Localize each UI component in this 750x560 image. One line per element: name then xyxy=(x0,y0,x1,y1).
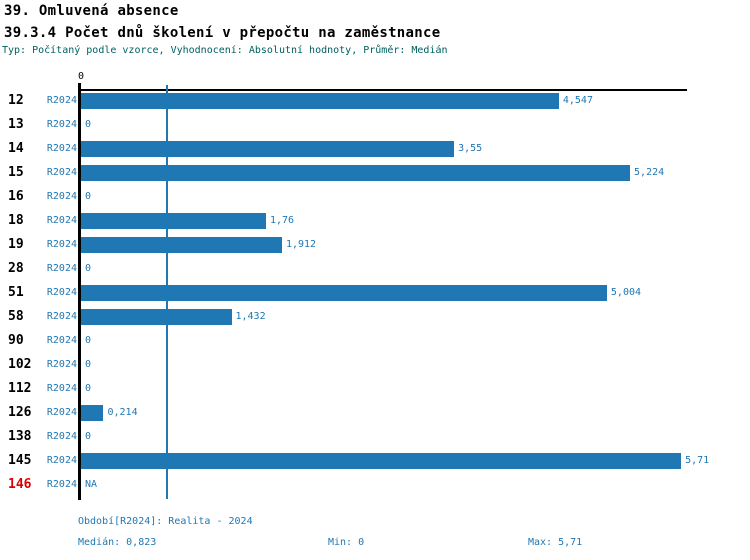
bar-value-label: 5,224 xyxy=(634,167,665,178)
row-category-label: 12 xyxy=(8,93,24,108)
bar xyxy=(81,237,282,253)
bar-value-label: 0 xyxy=(85,191,92,202)
bar-value-label: 0 xyxy=(85,335,92,346)
chart-row: 51 R2024 5,004 xyxy=(0,281,750,305)
bar-value-label: 0,214 xyxy=(107,407,138,418)
bar xyxy=(81,453,682,469)
row-category-label: 51 xyxy=(8,285,24,300)
chart-row: 146 R2024 NA xyxy=(0,473,750,497)
chart-row: 15 R2024 5,224 xyxy=(0,161,750,185)
chart-row: 90 R2024 0 xyxy=(0,329,750,353)
row-series-label: R2024 xyxy=(46,455,77,466)
chart-row: 126 R2024 0,214 xyxy=(0,401,750,425)
row-series-label: R2024 xyxy=(46,143,77,154)
row-category-label: 19 xyxy=(8,237,24,252)
bar-value-label: 5,004 xyxy=(610,287,642,298)
chart-row: 14 R2024 3,55 xyxy=(0,137,750,161)
chart-row: 19 R2024 1,912 xyxy=(0,233,750,257)
y-axis-line xyxy=(78,83,81,500)
footer-min-stat: Min: 0 xyxy=(328,537,365,548)
chart-row: 138 R2024 0 xyxy=(0,425,750,449)
row-category-label: 145 xyxy=(8,453,32,468)
row-category-label: 14 xyxy=(8,141,24,156)
bar xyxy=(81,213,266,229)
row-series-label: R2024 xyxy=(46,359,77,370)
bar-value-label: 4,547 xyxy=(562,95,593,106)
row-series-label: R2024 xyxy=(46,383,77,394)
chart-row: 102 R2024 0 xyxy=(0,353,750,377)
chart-row: 18 R2024 1,76 xyxy=(0,209,750,233)
row-series-label: R2024 xyxy=(46,407,77,418)
bar-value-label: 0 xyxy=(85,359,92,370)
bar-value-label: 3,55 xyxy=(458,143,483,154)
bar xyxy=(81,285,607,301)
bar-value-label: NA xyxy=(85,479,98,490)
row-category-label: 28 xyxy=(8,261,24,276)
chart-row: 13 R2024 0 xyxy=(0,113,750,137)
row-series-label: R2024 xyxy=(46,335,77,346)
row-category-label: 146 xyxy=(8,477,32,492)
row-category-label: 18 xyxy=(8,213,24,228)
row-series-label: R2024 xyxy=(46,239,77,250)
row-series-label: R2024 xyxy=(46,215,77,226)
row-category-label: 102 xyxy=(8,357,32,372)
row-series-label: R2024 xyxy=(46,311,77,322)
row-series-label: R2024 xyxy=(46,119,77,130)
bar-value-label: 0 xyxy=(85,431,92,442)
footer-period-label: Období[R2024]: Realita - 2024 xyxy=(78,516,253,527)
chart-row: 12 R2024 4,547 xyxy=(0,89,750,113)
row-category-label: 138 xyxy=(8,429,32,444)
bar xyxy=(81,405,104,421)
row-series-label: R2024 xyxy=(46,287,77,298)
page-title: 39. Omluvená absence xyxy=(4,3,179,19)
chart-row: 58 R2024 1,432 xyxy=(0,305,750,329)
row-category-label: 126 xyxy=(8,405,32,420)
bar-value-label: 1,432 xyxy=(235,311,266,322)
row-series-label: R2024 xyxy=(46,191,77,202)
bar xyxy=(81,165,631,181)
row-category-label: 90 xyxy=(8,333,24,348)
bar-value-label: 1,912 xyxy=(285,239,317,250)
bar xyxy=(81,141,455,157)
bar xyxy=(81,309,232,325)
x-axis-zero-tick-label: 0 xyxy=(77,71,85,82)
row-category-label: 13 xyxy=(8,117,24,132)
chart-title: 39.3.4 Počet dnů školení v přepočtu na z… xyxy=(4,25,441,41)
row-series-label: R2024 xyxy=(46,167,77,178)
row-series-label: R2024 xyxy=(46,431,77,442)
chart-row: 112 R2024 0 xyxy=(0,377,750,401)
bar-value-label: 0 xyxy=(85,263,92,274)
row-series-label: R2024 xyxy=(46,479,77,490)
bar-value-label: 0 xyxy=(85,383,92,394)
chart-row: 145 R2024 5,71 xyxy=(0,449,750,473)
row-category-label: 15 xyxy=(8,165,24,180)
bar-value-label: 1,76 xyxy=(269,215,295,226)
row-category-label: 58 xyxy=(8,309,24,324)
chart-row: 16 R2024 0 xyxy=(0,185,750,209)
chart-row: 28 R2024 0 xyxy=(0,257,750,281)
row-category-label: 16 xyxy=(8,189,24,204)
footer-max-stat: Max: 5,71 xyxy=(528,537,583,548)
row-series-label: R2024 xyxy=(46,263,77,274)
bar-value-label: 5,71 xyxy=(685,455,710,466)
bar xyxy=(81,93,559,109)
bar-value-label: 0 xyxy=(85,119,92,130)
x-axis-line xyxy=(79,89,687,91)
chart-subtitle: Typ: Počítaný podle vzorce, Vyhodnocení:… xyxy=(2,45,448,56)
footer-median-stat: Medián: 0,823 xyxy=(78,537,157,548)
row-series-label: R2024 xyxy=(46,95,77,106)
row-category-label: 112 xyxy=(8,381,32,396)
